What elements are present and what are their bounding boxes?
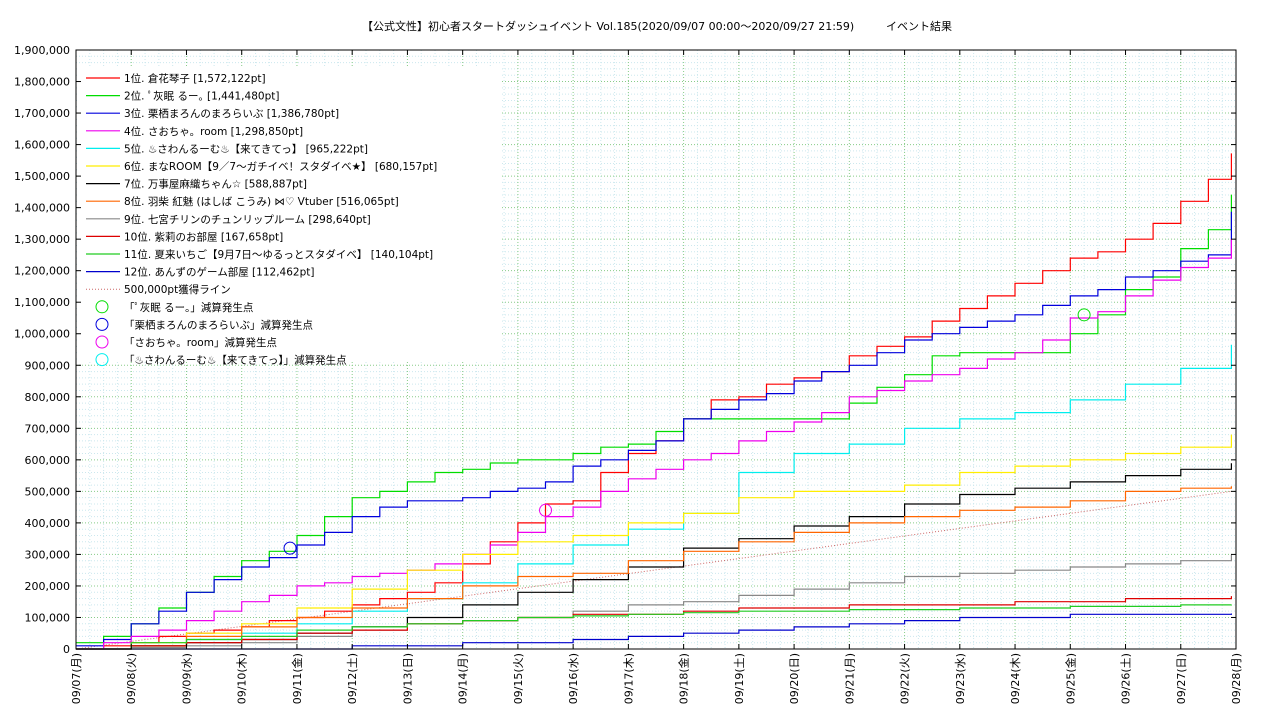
y-tick-label: 1,500,000 (14, 170, 70, 183)
x-tick-label: 09/17(木) (622, 653, 635, 704)
x-tick-label: 09/14(月) (457, 653, 470, 704)
markers-group (283, 308, 1091, 555)
legend-marker-3 (95, 335, 109, 349)
x-tick-label: 09/23(水) (954, 653, 967, 704)
legend-label-11: 11位. 夏来いちご【9月7日～ゆるっとスタダイベ】 [140,104pt] (124, 248, 433, 261)
y-tick-label: 300,000 (25, 548, 71, 561)
legend-label-reference: 500,000pt獲得ライン (124, 283, 231, 296)
subtraction-marker-1 (1077, 308, 1091, 322)
y-tick-label: 1,300,000 (14, 233, 70, 246)
chart-title: 【公式文性】初心者スタートダッシュイベント Vol.185(2020/09/07… (362, 19, 854, 33)
legend-label-1: 1位. 倉花琴子 [1,572,122pt] (124, 72, 266, 85)
x-tick-label: 09/22(火) (899, 653, 912, 704)
y-tick-label: 1,900,000 (14, 44, 70, 57)
series-line-11 (76, 604, 1232, 650)
x-tick-label: 09/16(水) (567, 653, 580, 704)
y-tick-label: 100,000 (25, 611, 71, 624)
y-tick-label: 1,400,000 (14, 202, 70, 215)
legend-label-12: 12位. あんずのゲーム部屋 [112,462pt] (124, 266, 314, 279)
legend-label-2: 2位. ﾟ灰眠 るー｡ [1,441,480pt] (124, 90, 279, 103)
x-tick-label: 09/07(月) (70, 653, 83, 704)
legend-marker-label-4: 「♨さわんるーむ♨【来てきてっ】」減算発生点 (124, 354, 347, 367)
y-tick-label: 600,000 (25, 454, 71, 467)
series-line-9 (76, 554, 1232, 650)
x-tick-label: 09/15(火) (512, 653, 525, 704)
x-tick-label: 09/26(土) (1120, 653, 1133, 704)
series-line-2 (76, 194, 1232, 644)
legend-label-6: 6位. まなROOM【9／7～ガチイベ！スタダイベ★】 [680,157pt] (124, 160, 437, 173)
y-tick-label: 800,000 (25, 391, 71, 404)
legend-label-3: 3位. 栗栖まろんのまろらいぶ [1,386,780pt] (124, 107, 339, 120)
legend-label-8: 8位. 羽柴 紅魅 (はしば こうみ) ⋈♡ Vtuber [516,065pt… (124, 195, 399, 208)
legend-label-9: 9位. 七宮チリンのチュンリップルーム [298,640pt] (124, 213, 371, 226)
legend-background (78, 66, 502, 362)
legend-label-4: 4位. さおちゃ。room [1,298,850pt] (124, 125, 303, 138)
subtraction-marker-3 (539, 503, 553, 517)
y-tick-label: 1,200,000 (14, 265, 70, 278)
x-tick-label: 09/13(日) (401, 653, 414, 704)
chart-subtitle: イベント結果 (886, 19, 952, 33)
y-tick-label: 500,000 (25, 485, 71, 498)
series-line-3 (76, 211, 1232, 647)
x-tick-label: 09/25(金) (1063, 653, 1077, 704)
legend-marker-2 (95, 317, 109, 331)
legend: 1位. 倉花琴子 [1,572,122pt] 2位. ﾟ灰眠 るー｡ [1,441… (86, 72, 437, 367)
series-line-4 (76, 239, 1232, 650)
y-tick-label: 700,000 (25, 422, 71, 435)
x-tick-label: 09/21(月) (843, 653, 856, 704)
axes (75, 49, 1237, 650)
subtraction-marker-2 (283, 541, 297, 555)
x-tick-label: 09/08(火) (125, 653, 138, 704)
x-tick-label: 09/11(金) (290, 653, 304, 704)
x-tick-label: 09/27(日) (1175, 653, 1188, 704)
legend-marker-1 (95, 300, 109, 314)
x-tick-label: 09/09(水) (180, 653, 193, 704)
x-tick-label: 09/28(月) (1230, 653, 1243, 704)
y-tick-label: 1,100,000 (14, 296, 70, 309)
y-tick-label: 200,000 (25, 580, 71, 593)
x-tick-label: 09/18(金) (677, 653, 691, 704)
y-tick-label: 1,700,000 (14, 107, 70, 120)
y-tick-label: 400,000 (25, 517, 71, 530)
y-tick-label: 0 (63, 643, 70, 656)
x-tick-label: 09/19(土) (733, 653, 746, 704)
y-tick-label: 1,800,000 (14, 76, 70, 89)
series-line-6 (76, 434, 1232, 650)
y-tick-label: 1,000,000 (14, 328, 70, 341)
x-tick-label: 09/10(木) (236, 653, 249, 704)
plot-frame (75, 49, 1237, 650)
series-group (76, 153, 1232, 650)
series-line-8 (76, 486, 1232, 650)
legend-marker-label-1: 「ﾟ灰眠 るー｡」減算発生点 (124, 301, 253, 314)
legend-label-5: 5位. ♨さわんるーむ♨【来てきてっ】 [965,222pt] (124, 142, 368, 155)
legend-marker-4 (95, 353, 109, 367)
legend-marker-label-3: 「さおちゃ。room」減算発生点 (124, 336, 277, 349)
y-tick-label: 1,600,000 (14, 139, 70, 152)
legend-label-10: 10位. 紫莉のお部屋 [167,658pt] (124, 230, 283, 243)
x-axis-ticks: 09/07(月) 09/08(火) 09/09(水) 09/10(木) 09/11(金)… (70, 50, 1243, 704)
legend-label-7: 7位. 万事屋麻織ちゃん☆ [588,887pt] (124, 178, 307, 191)
x-tick-label: 09/12(土) (346, 653, 359, 704)
legend-marker-label-2: 「栗栖まろんのまろらいぶ」減算発生点 (124, 318, 313, 331)
x-tick-label: 09/24(木) (1009, 653, 1022, 704)
x-tick-label: 09/20(日) (788, 653, 801, 704)
y-tick-label: 900,000 (25, 359, 71, 372)
y-axis-ticks: 0 100,000 200,000 300,000 400,000 500,000 600,… (14, 44, 1236, 656)
